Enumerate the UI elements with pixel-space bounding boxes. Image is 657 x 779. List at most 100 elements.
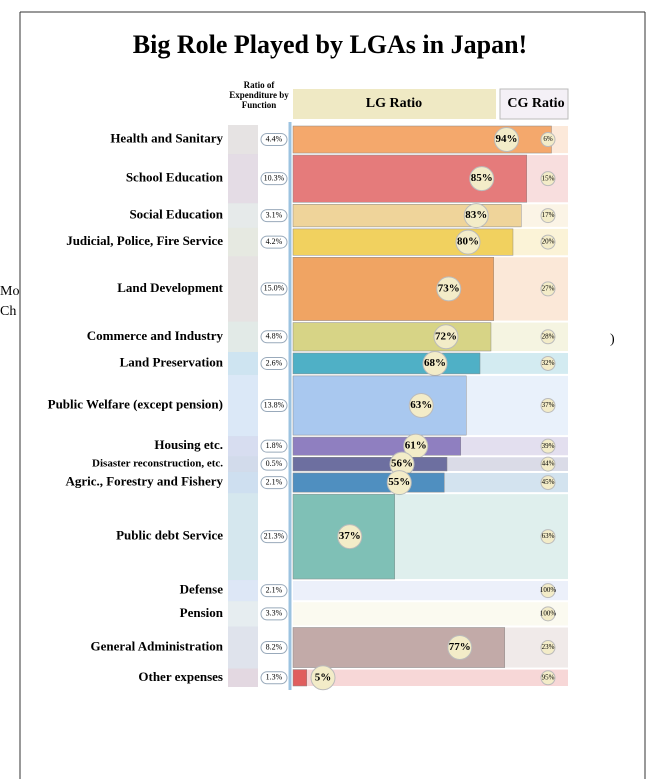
cg-bar bbox=[293, 602, 568, 626]
chart-title: Big Role Played by LGAs in Japan! bbox=[133, 30, 527, 59]
cg-label: 27% bbox=[542, 285, 555, 293]
cg-bubble bbox=[540, 475, 556, 491]
cg-bar bbox=[493, 257, 568, 321]
cg-bubble bbox=[540, 234, 556, 250]
cg-bar bbox=[504, 627, 568, 668]
row-bg bbox=[228, 256, 258, 322]
cg-bar bbox=[460, 437, 568, 456]
category-label: Defense bbox=[180, 582, 224, 597]
ratio-label: 4.4% bbox=[266, 134, 283, 143]
lg-bubble bbox=[469, 166, 495, 192]
ratio-label: 2.1% bbox=[266, 477, 283, 486]
row-bg bbox=[228, 493, 258, 581]
ratio-label: 3.3% bbox=[266, 609, 283, 618]
cg-label: 100% bbox=[540, 609, 557, 617]
cg-label: 63% bbox=[542, 532, 555, 540]
category-label: Health and Sanitary bbox=[110, 131, 223, 146]
background-text: ) bbox=[610, 332, 615, 347]
ratio-pill bbox=[260, 209, 288, 223]
lg-label: 73% bbox=[438, 282, 460, 294]
header-ratio: Ratio of Expenditure by Function bbox=[229, 80, 289, 110]
ratio-label: 1.3% bbox=[266, 673, 283, 682]
header-lg: LG Ratio bbox=[366, 96, 422, 111]
cg-bubble bbox=[540, 208, 556, 224]
ratio-label: 8.2% bbox=[266, 642, 283, 651]
lg-bar bbox=[292, 204, 522, 228]
cg-label: 17% bbox=[542, 211, 555, 219]
cg-label: 28% bbox=[542, 332, 555, 340]
lg-bubble bbox=[463, 203, 489, 229]
header-ratio-box: Ratio of Expenditure by Function bbox=[229, 80, 289, 110]
category-label: Disaster reconstruction, etc. bbox=[92, 458, 223, 470]
category-label: School Education bbox=[126, 170, 224, 185]
ratio-label: 2.6% bbox=[266, 358, 283, 367]
lg-label: 80% bbox=[457, 236, 479, 248]
cg-label: 100% bbox=[540, 586, 557, 594]
lg-label: 83% bbox=[465, 209, 487, 221]
category-label: Agric., Forestry and Fishery bbox=[65, 474, 223, 489]
row-bg bbox=[228, 436, 258, 457]
cg-bubble bbox=[540, 281, 556, 297]
row-bg bbox=[228, 471, 258, 494]
lg-label: 56% bbox=[391, 458, 413, 470]
cg-label: 37% bbox=[542, 401, 555, 409]
lg-bubble bbox=[433, 324, 459, 350]
cg-label: 95% bbox=[542, 673, 555, 681]
category-label: Commerce and Industry bbox=[87, 328, 224, 343]
cg-bubble bbox=[540, 640, 556, 656]
cg-bar bbox=[491, 322, 568, 351]
lg-label: 94% bbox=[496, 133, 518, 145]
cg-bubble bbox=[540, 398, 556, 413]
category-label: Land Preservation bbox=[120, 354, 224, 369]
cg-bubble bbox=[540, 329, 556, 345]
ratio-pill bbox=[260, 584, 288, 598]
cg-bubble bbox=[540, 171, 556, 187]
cg-label: 39% bbox=[542, 442, 555, 450]
ratio-pill bbox=[260, 235, 288, 249]
lg-label: 77% bbox=[449, 641, 471, 653]
cg-label: 6% bbox=[543, 135, 553, 143]
ratio-pill bbox=[260, 399, 288, 412]
row-bg bbox=[228, 154, 258, 204]
ratio-label: 13.8% bbox=[264, 400, 285, 409]
header-bg bbox=[499, 88, 569, 120]
lg-bubble bbox=[408, 393, 434, 418]
lg-bar bbox=[292, 352, 481, 375]
cg-bubble bbox=[540, 583, 556, 599]
category-label: Social Education bbox=[129, 207, 223, 222]
cg-bubble bbox=[540, 606, 556, 622]
row-bg bbox=[228, 227, 258, 257]
lg-bubble bbox=[310, 665, 336, 691]
ratio-label: 10.3% bbox=[264, 173, 285, 182]
lg-label: 55% bbox=[388, 476, 410, 488]
lg-bubble bbox=[436, 276, 462, 302]
lg-bubble bbox=[494, 127, 519, 153]
ratio-pill bbox=[260, 641, 288, 655]
cg-bar bbox=[444, 472, 568, 493]
row-bg bbox=[228, 125, 258, 155]
lg-label: 72% bbox=[435, 330, 457, 342]
lg-bar bbox=[292, 322, 492, 352]
row-bg bbox=[228, 601, 258, 627]
category-label: Other expenses bbox=[138, 669, 223, 684]
lg-label: 5% bbox=[315, 671, 332, 683]
lg-bar bbox=[292, 457, 448, 472]
row-bg bbox=[228, 626, 258, 669]
lg-bubble bbox=[422, 350, 448, 376]
ratio-label: 4.8% bbox=[266, 332, 283, 341]
ratio-label: 0.5% bbox=[266, 459, 283, 468]
background-text: Ch bbox=[0, 304, 16, 319]
cg-bubble bbox=[540, 456, 556, 472]
ratio-label: 2.1% bbox=[266, 585, 283, 594]
header-cg: CG Ratio bbox=[507, 96, 564, 111]
ratio-label: 4.2% bbox=[266, 237, 283, 246]
cg-bar bbox=[551, 126, 568, 154]
lg-bubble bbox=[386, 470, 412, 496]
lg-bar bbox=[292, 375, 467, 436]
ratio-label: 1.8% bbox=[266, 441, 283, 450]
ratio-pill bbox=[260, 607, 288, 621]
category-label: Housing etc. bbox=[154, 437, 223, 452]
category-label: Pension bbox=[180, 605, 224, 620]
ratio-pill bbox=[260, 530, 288, 544]
